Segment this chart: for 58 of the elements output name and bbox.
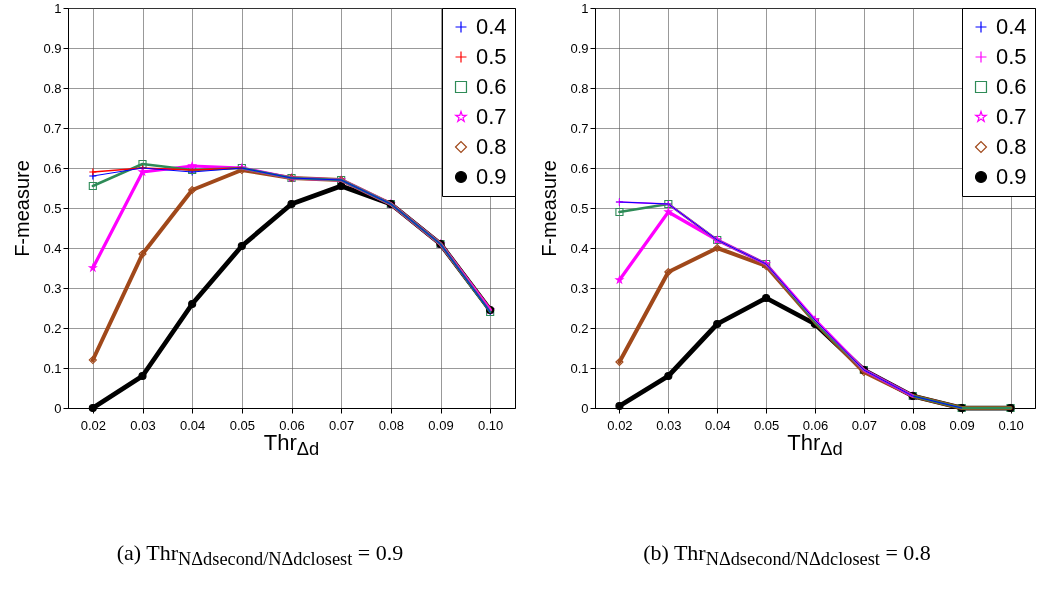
legend-label: 0.4 [996,14,1027,39]
y-tick-label: 0.3 [570,280,589,296]
y-tick-label: 0.4 [570,240,589,256]
y-tick-label: 0.1 [570,360,589,376]
legend-label: 0.6 [996,74,1027,99]
legend-label: 0.7 [996,104,1027,129]
legend-label: 0.9 [996,164,1027,189]
text: (a) Thr$_{NΔdsecond/NΔdclosest}$ = 0.9 [115,540,405,571]
x-tick-label: 0.05 [229,417,255,433]
legend-label: 0.5 [996,44,1027,69]
x-tick-label: 0.10 [998,417,1024,433]
y-tick-label: 0.6 [570,160,589,176]
y-tick-label: 0.4 [43,240,62,256]
legend-label: 0.9 [476,164,507,189]
x-tick-label: 0.02 [80,417,106,433]
y-tick-label: 1 [581,0,589,16]
y-tick-label: 0.1 [43,360,62,376]
text: (b) Thr$_{NΔdsecond/NΔdclosest}$ = 0.8 [642,540,932,571]
y-tick-label: 0.5 [570,200,589,216]
x-tick-label: 0.08 [378,417,404,433]
y-tick-label: 0.8 [570,80,589,96]
x-tick-label: 0.03 [130,417,156,433]
x-axis-title: Thr$_{Δd}$ [263,430,320,460]
x-tick-label: 0.06 [279,417,305,433]
y-tick-label: 0.9 [43,40,62,56]
x-tick-label: 0.08 [900,417,926,433]
y-tick-label: 0.7 [570,120,589,136]
y-tick-label: 0 [581,400,589,416]
y-tick-label: 0 [54,400,62,416]
y-tick-label: 0.9 [570,40,589,56]
legend-label: 0.6 [476,74,507,99]
x-tick-label: 0.04 [705,417,731,433]
y-tick-label: 0.7 [43,120,62,136]
x-tick-label: 0.07 [851,417,878,433]
x-tick-label: 0.02 [607,417,633,433]
x-tick-label: 0.09 [949,417,975,433]
x-tick-label: 0.07 [329,417,355,433]
legend-label: 0.5 [476,44,507,69]
x-tick-label: 0.04 [180,417,206,433]
x-axis-title: Thr$_{Δd}$ [787,430,843,460]
x-tick-label: 0.05 [753,417,780,433]
y-tick-label: 0.5 [43,200,62,216]
y-tick-label: 0.2 [43,320,62,336]
legend-label: 0.8 [996,134,1027,159]
y-tick-label: 0.8 [43,80,62,96]
y-tick-label: 0.3 [43,280,62,296]
y-axis-title: F-measure [538,160,561,257]
y-axis-title: F-measure [11,160,34,257]
x-tick-label: 0.10 [478,417,504,433]
y-tick-label: 0.2 [570,320,589,336]
x-tick-label: 0.09 [428,417,454,433]
legend-label: 0.4 [476,14,507,39]
x-tick-label: 0.03 [656,417,682,433]
legend-label: 0.8 [476,134,507,159]
legend-label: 0.7 [476,104,507,129]
y-tick-label: 1 [54,0,62,16]
x-tick-label: 0.06 [802,417,829,433]
y-tick-label: 0.6 [43,160,62,176]
